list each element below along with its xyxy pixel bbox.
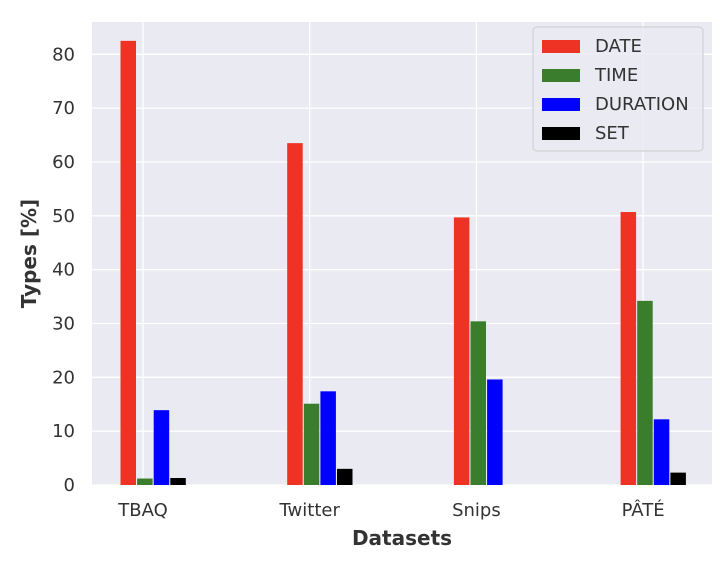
bar-time-1 xyxy=(137,478,153,485)
bar-time-3 xyxy=(470,321,486,485)
x-tick-label: TBAQ xyxy=(117,500,168,521)
x-tick-labels: TBAQ Twitter Snips PÂTÉ xyxy=(117,499,664,521)
bar-time-2 xyxy=(303,403,320,485)
legend-label-date: DATE xyxy=(595,36,642,57)
y-tick-label: 30 xyxy=(52,313,75,334)
bar-duration-4 xyxy=(653,419,670,485)
legend-box xyxy=(532,26,704,152)
bar-date-3 xyxy=(453,217,470,485)
x-tick-label: Snips xyxy=(452,500,501,521)
y-tick-label: 60 xyxy=(52,152,75,173)
bar-date-4 xyxy=(620,212,637,485)
legend-swatch-date xyxy=(542,40,580,53)
bar-duration-1 xyxy=(153,410,170,485)
legend-label-set: SET xyxy=(595,123,630,144)
bars xyxy=(120,40,686,486)
bar-duration-2 xyxy=(320,391,336,485)
y-tick-label: 40 xyxy=(52,260,75,281)
y-tick-label: 80 xyxy=(52,44,75,65)
x-tick-label: Twitter xyxy=(279,500,341,521)
bar-date-1 xyxy=(120,40,136,486)
y-tick-label: 70 xyxy=(52,98,75,119)
legend-swatch-time xyxy=(542,69,580,82)
y-tick-label: 20 xyxy=(52,367,75,388)
legend-swatch-duration xyxy=(542,98,580,111)
bar-duration-3 xyxy=(487,379,503,485)
bar-date-2 xyxy=(287,143,303,485)
legend-label-duration: DURATION xyxy=(595,94,689,115)
y-tick-labels: 0 10 20 30 40 50 60 70 80 xyxy=(52,44,75,496)
legend: DATE TIME DURATION SET xyxy=(532,26,704,152)
legend-swatch-set xyxy=(542,127,580,140)
x-axis-title: Datasets xyxy=(352,526,452,550)
bar-set-2 xyxy=(337,468,353,485)
y-tick-label: 0 xyxy=(64,475,75,496)
y-axis-title: Types [%] xyxy=(17,199,41,308)
x-tick-label: PÂTÉ xyxy=(622,499,665,521)
legend-label-time: TIME xyxy=(594,65,638,86)
bar-time-4 xyxy=(637,300,653,485)
y-tick-label: 50 xyxy=(52,206,75,227)
bar-set-4 xyxy=(670,472,686,485)
bar-set-1 xyxy=(170,478,186,485)
y-tick-label: 10 xyxy=(52,421,75,442)
